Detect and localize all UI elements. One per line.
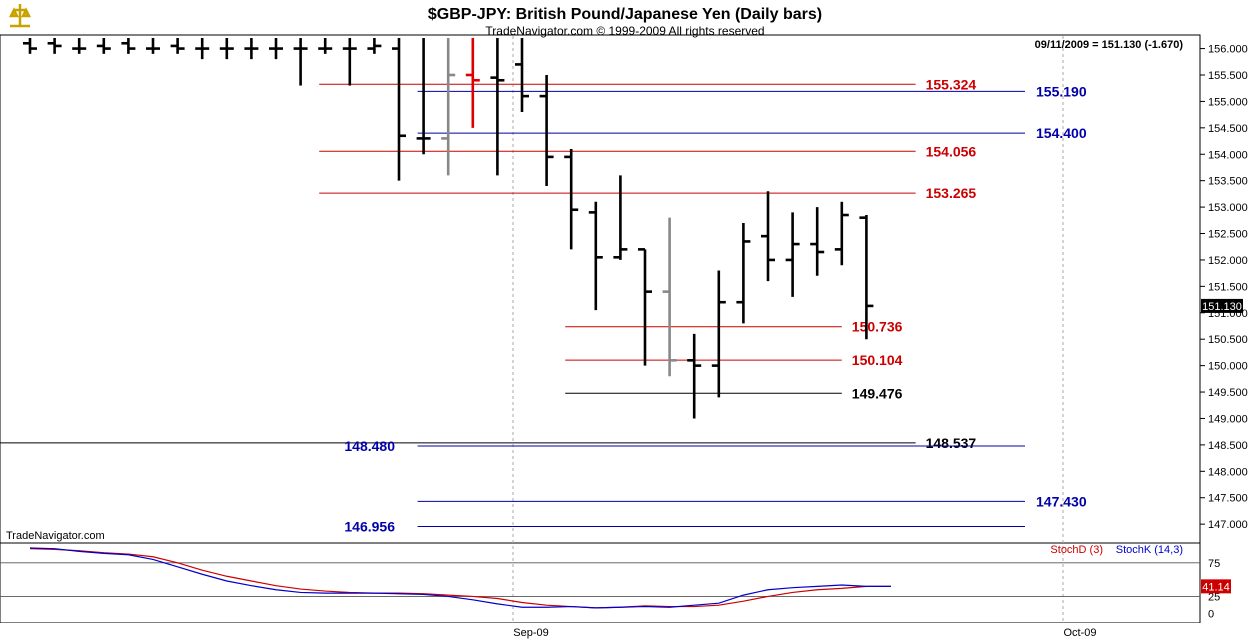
price-tick-label: 154.500 [1208,123,1248,135]
price-bar [47,38,62,54]
price-tick-label: 148.000 [1208,466,1248,478]
price-bar [244,38,259,60]
price-axis: 147.000 147.500 148.000 148.500 149.000 149.5… [1200,44,1248,531]
price-bar [72,38,87,54]
stochk-line [29,547,891,609]
price-bar [539,74,554,186]
level-label: 154.400 [1036,125,1087,141]
level-label: 150.736 [852,319,903,335]
price-bar [342,38,357,86]
legend-stochk: StochK (14,3) [1116,544,1183,556]
price-tick-label: 150.500 [1208,334,1248,346]
price-bar [146,38,160,54]
price-bar [269,38,283,60]
price-bar [761,191,775,282]
level-label: 146.956 [344,518,395,534]
price-bar [441,38,456,176]
price-bar [613,175,628,260]
price-tick-label: 149.000 [1208,413,1248,425]
price-tick-label: 153.500 [1208,176,1248,188]
price-tick-label: 152.500 [1208,229,1248,241]
stoch-tick-label: 25 [1208,591,1220,603]
price-tick-label: 147.500 [1208,493,1248,505]
price-bar [515,38,529,112]
last-value-text: 09/11/2009 = 151.130 (-1.670) [1035,39,1184,51]
stoch-last-marker: 41.14 [1201,579,1231,594]
level-label: 155.190 [1036,83,1087,99]
price-bar [490,38,505,176]
chart-title: $GBP-JPY: British Pound/Japanese Yen (Da… [428,6,822,23]
price-tick-label: 155.000 [1208,96,1248,108]
stoch-axis: 75 25 0 [1208,558,1220,620]
price-bar [121,38,136,54]
price-bar [662,217,677,377]
main-pane-frame [0,34,1201,544]
level-label: 147.430 [1036,493,1087,509]
price-tick-label: 148.500 [1208,440,1248,452]
price-tick-label: 153.000 [1208,202,1248,214]
date-axis: Sep-09 Oct-09 [513,627,1096,639]
chart-subtitle: TradeNavigator.com © 1999-2009 All right… [485,24,764,38]
price-bar [367,38,382,54]
price-bar [810,207,825,276]
price-tick-label: 155.500 [1208,70,1248,82]
watermark: TradeNavigator.com [6,530,105,542]
price-bar [834,201,849,266]
price-bar [195,38,210,60]
price-tick-label: 147.000 [1208,519,1248,531]
date-label: Oct-09 [1063,627,1096,639]
price-bar [638,248,652,366]
grid [512,36,1064,622]
price-bar [416,38,431,155]
legend-stochd: StochD (3) [1050,544,1103,556]
price-bar [392,38,406,181]
price-tick-label: 156.000 [1208,44,1248,56]
level-label: 155.324 [926,76,977,92]
price-bar [219,38,234,60]
date-axis-strip [0,623,1250,643]
price-bar [859,215,874,340]
date-label: Sep-09 [513,627,548,639]
level-label: 148.537 [926,435,977,451]
price-bar [96,38,111,54]
price-bar [736,222,751,324]
price-tick-label: 152.000 [1208,255,1248,267]
price-bar [23,38,37,54]
price-bar [711,270,726,398]
price-bars [23,38,874,419]
stoch-last-label: 41.14 [1202,581,1230,593]
level-label: 150.104 [852,352,903,368]
logo-icon [5,2,35,32]
price-tick-label: 154.000 [1208,149,1248,161]
level-label: 148.480 [344,438,395,454]
level-label: 154.056 [926,143,977,159]
price-bar [564,148,579,250]
stoch-tick-label: 75 [1208,558,1220,570]
price-tick-label: 151.500 [1208,281,1248,293]
price-bar [293,38,308,86]
stoch-tick-label: 0 [1208,608,1214,620]
stoch-grid [0,562,1200,597]
level-label: 149.476 [852,385,903,401]
indicator-pane-frame [0,542,1201,624]
price-bar [318,38,333,54]
price-bar [170,38,185,54]
price-tick-label: 149.500 [1208,387,1248,399]
price-bar [465,38,480,128]
level-label: 153.265 [926,185,977,201]
price-tick-label: 150.000 [1208,361,1248,373]
last-price-label: 151.130 [1202,301,1242,313]
stoch-lines [29,547,891,609]
last-price-marker: 151.130 [1201,298,1243,313]
price-bar [687,333,702,419]
price-bar [588,201,603,311]
stochd-line [29,548,891,609]
price-bar [785,212,800,297]
level-lines: 155.324 155.190 154.400 154.056 153.265 150.7… [0,76,1087,534]
